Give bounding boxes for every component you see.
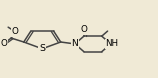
Text: O: O [12,27,19,36]
Text: N: N [72,39,78,48]
Text: O: O [0,39,7,48]
Text: S: S [39,44,45,53]
Text: NH: NH [105,39,118,48]
Text: O: O [80,25,87,34]
